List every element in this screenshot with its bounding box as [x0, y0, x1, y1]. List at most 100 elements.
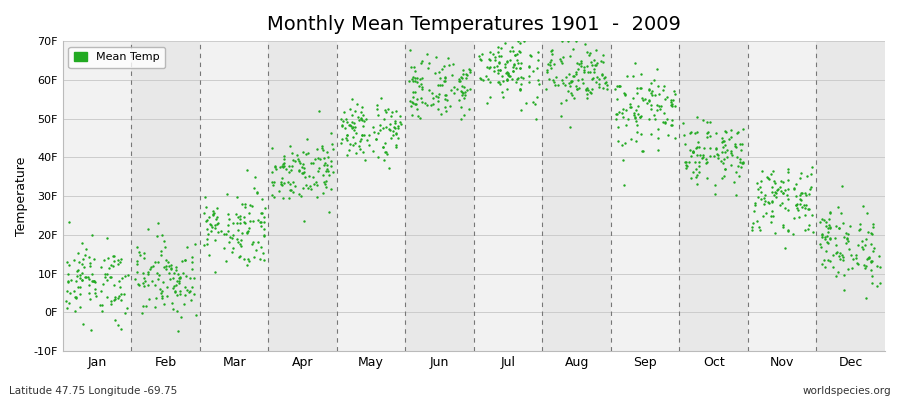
Point [457, 84, 472, 90]
Point [718, 129, 733, 136]
Point [540, 67, 554, 74]
Point [824, 235, 838, 241]
Point [345, 124, 359, 131]
Point [716, 159, 730, 166]
Point [238, 220, 252, 226]
Point [579, 86, 593, 93]
Point [716, 144, 731, 150]
Point [140, 226, 155, 232]
Point [711, 152, 725, 158]
Point [61, 262, 76, 268]
Point [462, 106, 476, 112]
Point [406, 74, 420, 80]
Point [582, 68, 597, 75]
Point [322, 172, 337, 178]
Point [455, 66, 470, 73]
Point [499, 70, 513, 76]
Point [342, 122, 356, 129]
Point [208, 268, 222, 275]
Point [763, 213, 778, 220]
Point [158, 264, 172, 270]
Point [415, 86, 429, 92]
Point [101, 255, 115, 261]
Point [511, 75, 526, 81]
Point [276, 195, 291, 201]
Point [282, 168, 296, 175]
Point [389, 142, 403, 148]
Point [596, 52, 610, 58]
Point [454, 74, 469, 81]
Point [253, 256, 267, 262]
Point [382, 165, 396, 171]
Point [166, 269, 181, 276]
Point [345, 118, 359, 125]
Point [790, 206, 805, 213]
Point [301, 150, 315, 156]
Point [283, 187, 297, 193]
Point [780, 228, 795, 234]
Point [498, 64, 512, 70]
Point [59, 259, 74, 265]
Point [208, 222, 222, 228]
Point [183, 287, 197, 294]
Point [245, 202, 259, 209]
Point [87, 277, 102, 284]
Point [570, 86, 584, 92]
Point [786, 230, 800, 237]
Point [174, 290, 188, 297]
Point [835, 254, 850, 260]
Point [829, 250, 843, 257]
Point [251, 239, 266, 245]
Point [623, 104, 637, 111]
Point [735, 159, 750, 166]
Point [580, 63, 595, 69]
Point [299, 182, 313, 188]
Point [188, 312, 202, 318]
Point [346, 134, 361, 140]
Point [678, 140, 692, 147]
Point [209, 216, 223, 222]
Point [554, 38, 569, 44]
Point [183, 275, 197, 282]
Point [359, 136, 374, 143]
Point [248, 247, 263, 253]
Point [860, 255, 875, 261]
Point [351, 114, 365, 120]
Point [576, 68, 590, 75]
Point [564, 79, 579, 86]
Point [617, 92, 632, 98]
Point [320, 162, 334, 168]
Point [539, 86, 554, 92]
Point [406, 100, 420, 106]
Point [184, 259, 199, 265]
Point [166, 306, 180, 312]
Point [320, 154, 335, 160]
Point [555, 60, 570, 66]
Point [131, 282, 146, 288]
Point [823, 223, 837, 230]
Point [529, 116, 544, 122]
Point [635, 94, 650, 101]
Point [818, 264, 832, 270]
Point [211, 229, 225, 235]
Point [391, 125, 405, 132]
Point [68, 278, 83, 284]
Point [753, 189, 768, 195]
Point [815, 231, 830, 237]
Point [857, 261, 871, 268]
Point [815, 232, 830, 238]
Point [864, 241, 878, 248]
Point [491, 44, 505, 51]
Point [200, 217, 214, 224]
Point [513, 49, 527, 56]
Point [288, 158, 302, 164]
Point [522, 73, 536, 80]
Point [414, 81, 428, 87]
Point [159, 284, 174, 290]
Point [834, 183, 849, 190]
Point [274, 175, 289, 182]
Point [354, 136, 368, 142]
Point [806, 229, 820, 236]
Point [508, 52, 523, 58]
Point [610, 138, 625, 144]
